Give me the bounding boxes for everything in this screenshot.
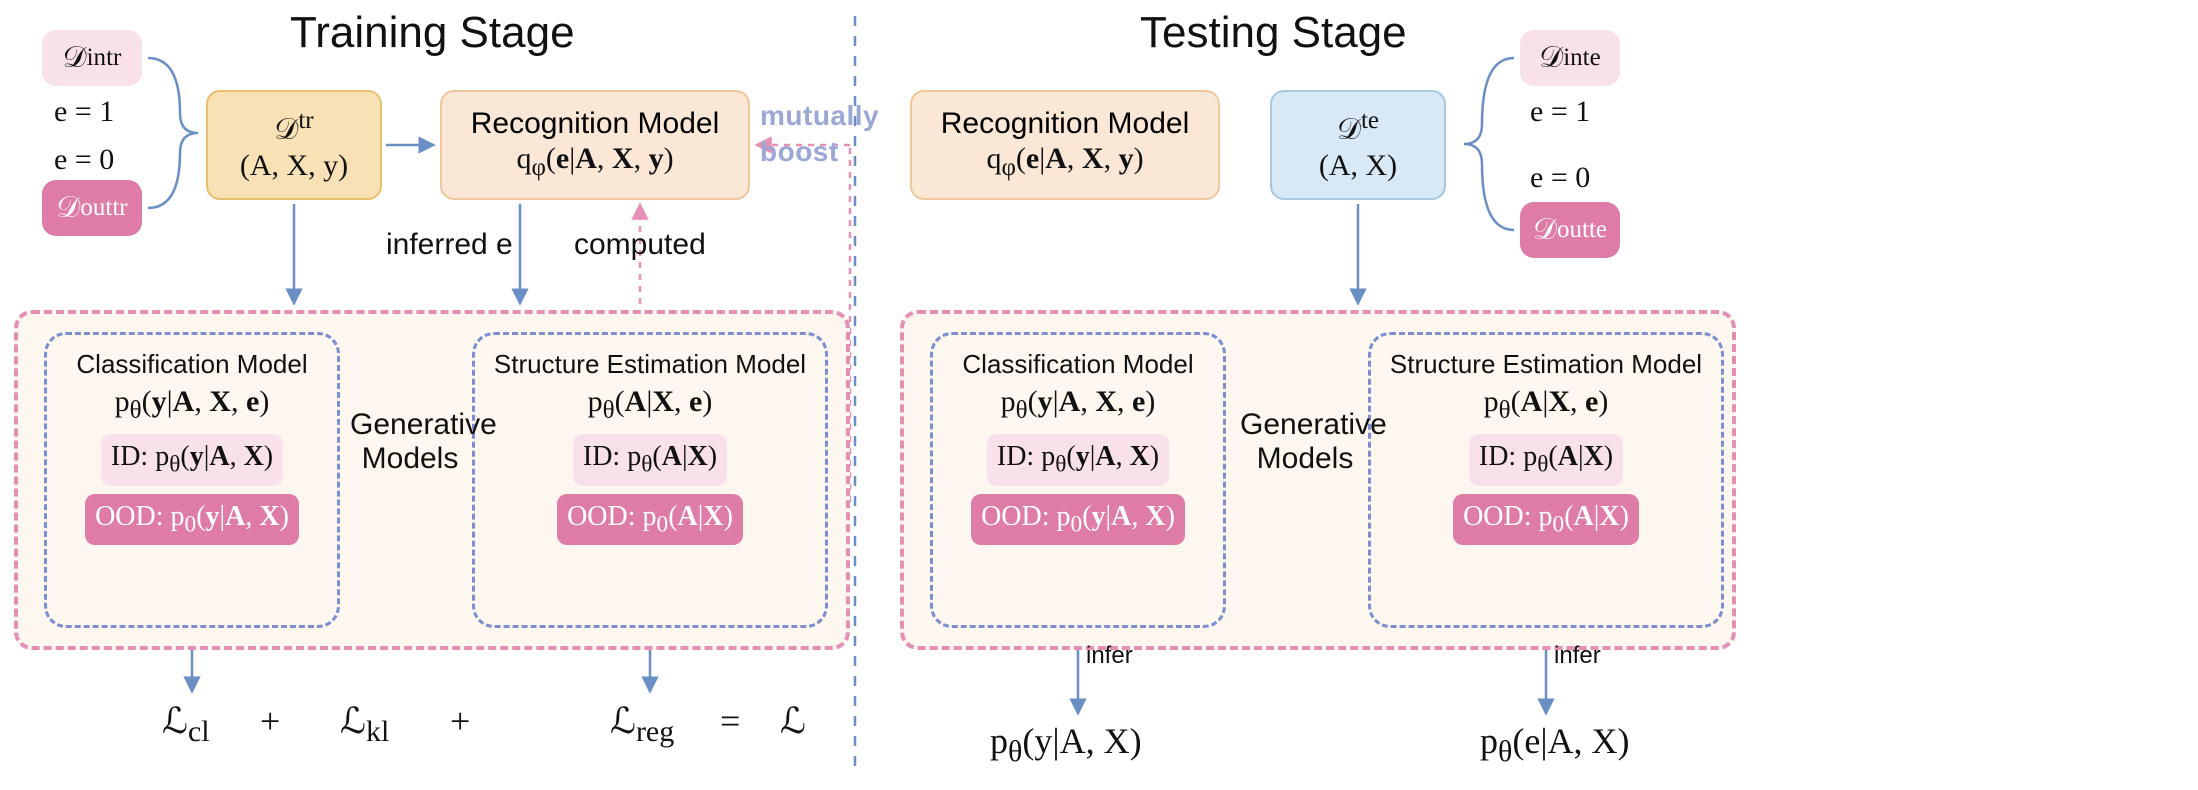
struct-id-te: ID: pθ(A|X) [1469, 434, 1623, 486]
struct-ood-tr: OOD: p0(A|X) [557, 494, 743, 546]
inferred-label: inferred e [386, 228, 513, 262]
d-in-tr: 𝒟intr [42, 30, 142, 86]
class-id-te: ID: pθ(y|A, X) [987, 434, 1169, 486]
boost-label: boost [760, 136, 839, 168]
e1-label-te: e = 1 [1530, 94, 1590, 130]
recog-title-tr: Recognition Model [471, 107, 719, 141]
d-te-box: 𝒟te(A, X) [1270, 90, 1446, 200]
generative-label-te: GenerativeModels [1240, 408, 1370, 476]
struct-formula-tr: pθ(A|X, e) [588, 384, 713, 426]
d-te-sub: (A, X) [1319, 148, 1397, 184]
d-tr-top: 𝒟tr [274, 106, 313, 148]
d-te-top: 𝒟te [1337, 106, 1379, 148]
gen-bot-te: Models [1240, 442, 1370, 476]
loss-reg: ℒreg [610, 700, 674, 750]
class-id-tr: ID: pθ(y|A, X) [101, 434, 283, 486]
recognition-model-tr: Recognition Modelqφ(e|A, X, y) [440, 90, 750, 200]
struct-title-te: Structure Estimation Model [1390, 349, 1702, 380]
d-tr-box: 𝒟tr(A, X, y) [206, 90, 382, 200]
e1-label-tr: e = 1 [54, 94, 114, 130]
p-y-output: pθ(y|A, X) [990, 720, 1142, 770]
d-tr-sub: (A, X, y) [240, 148, 348, 184]
classification-model-te: Classification Model pθ(y|A, X, e) ID: p… [930, 332, 1226, 628]
gen-top-te: Generative [1240, 408, 1370, 442]
class-title-tr: Classification Model [76, 349, 307, 380]
structure-model-te: Structure Estimation Model pθ(A|X, e) ID… [1368, 332, 1724, 628]
recog-formula-te: qφ(e|A, X, y) [986, 141, 1143, 183]
classification-model-tr: Classification Model pθ(y|A, X, e) ID: p… [44, 332, 340, 628]
struct-id-tr: ID: pθ(A|X) [573, 434, 727, 486]
d-out-te: 𝒟outte [1520, 202, 1620, 258]
structure-model-tr: Structure Estimation Model pθ(A|X, e) ID… [472, 332, 828, 628]
recognition-model-te: Recognition Modelqφ(e|A, X, y) [910, 90, 1220, 200]
mutually-label: mutually [760, 100, 879, 132]
generative-label-tr: GenerativeModels [350, 408, 470, 476]
infer-label-1: infer [1086, 642, 1133, 670]
e0-label-tr: e = 0 [54, 142, 114, 178]
class-formula-te: pθ(y|A, X, e) [1001, 384, 1156, 426]
infer-label-2: infer [1554, 642, 1601, 670]
loss-plus1: + [260, 700, 280, 743]
loss-cl: ℒcl [162, 700, 210, 750]
gen-top-tr: Generative [350, 408, 470, 442]
testing-title: Testing Stage [1140, 8, 1407, 58]
struct-ood-te: OOD: p0(A|X) [1453, 494, 1639, 546]
d-out-tr: 𝒟outtr [42, 180, 142, 236]
loss-kl: ℒkl [340, 700, 389, 750]
loss-plus2: + [450, 700, 470, 743]
recog-title-te: Recognition Model [941, 107, 1189, 141]
struct-title-tr: Structure Estimation Model [494, 349, 806, 380]
training-title: Training Stage [290, 8, 575, 58]
class-formula-tr: pθ(y|A, X, e) [115, 384, 270, 426]
p-e-output: pθ(e|A, X) [1480, 720, 1630, 770]
d-in-te: 𝒟inte [1520, 30, 1620, 86]
class-ood-te: OOD: p0(y|A, X) [971, 494, 1185, 546]
loss-L: ℒ [780, 700, 806, 743]
struct-formula-te: pθ(A|X, e) [1484, 384, 1609, 426]
e0-label-te: e = 0 [1530, 160, 1590, 196]
computed-label: computed [574, 228, 706, 262]
loss-eq: = [720, 700, 740, 743]
gen-bot-tr: Models [350, 442, 470, 476]
class-ood-tr: OOD: p0(y|A, X) [85, 494, 299, 546]
class-title-te: Classification Model [962, 349, 1193, 380]
recog-formula-tr: qφ(e|A, X, y) [516, 141, 673, 183]
